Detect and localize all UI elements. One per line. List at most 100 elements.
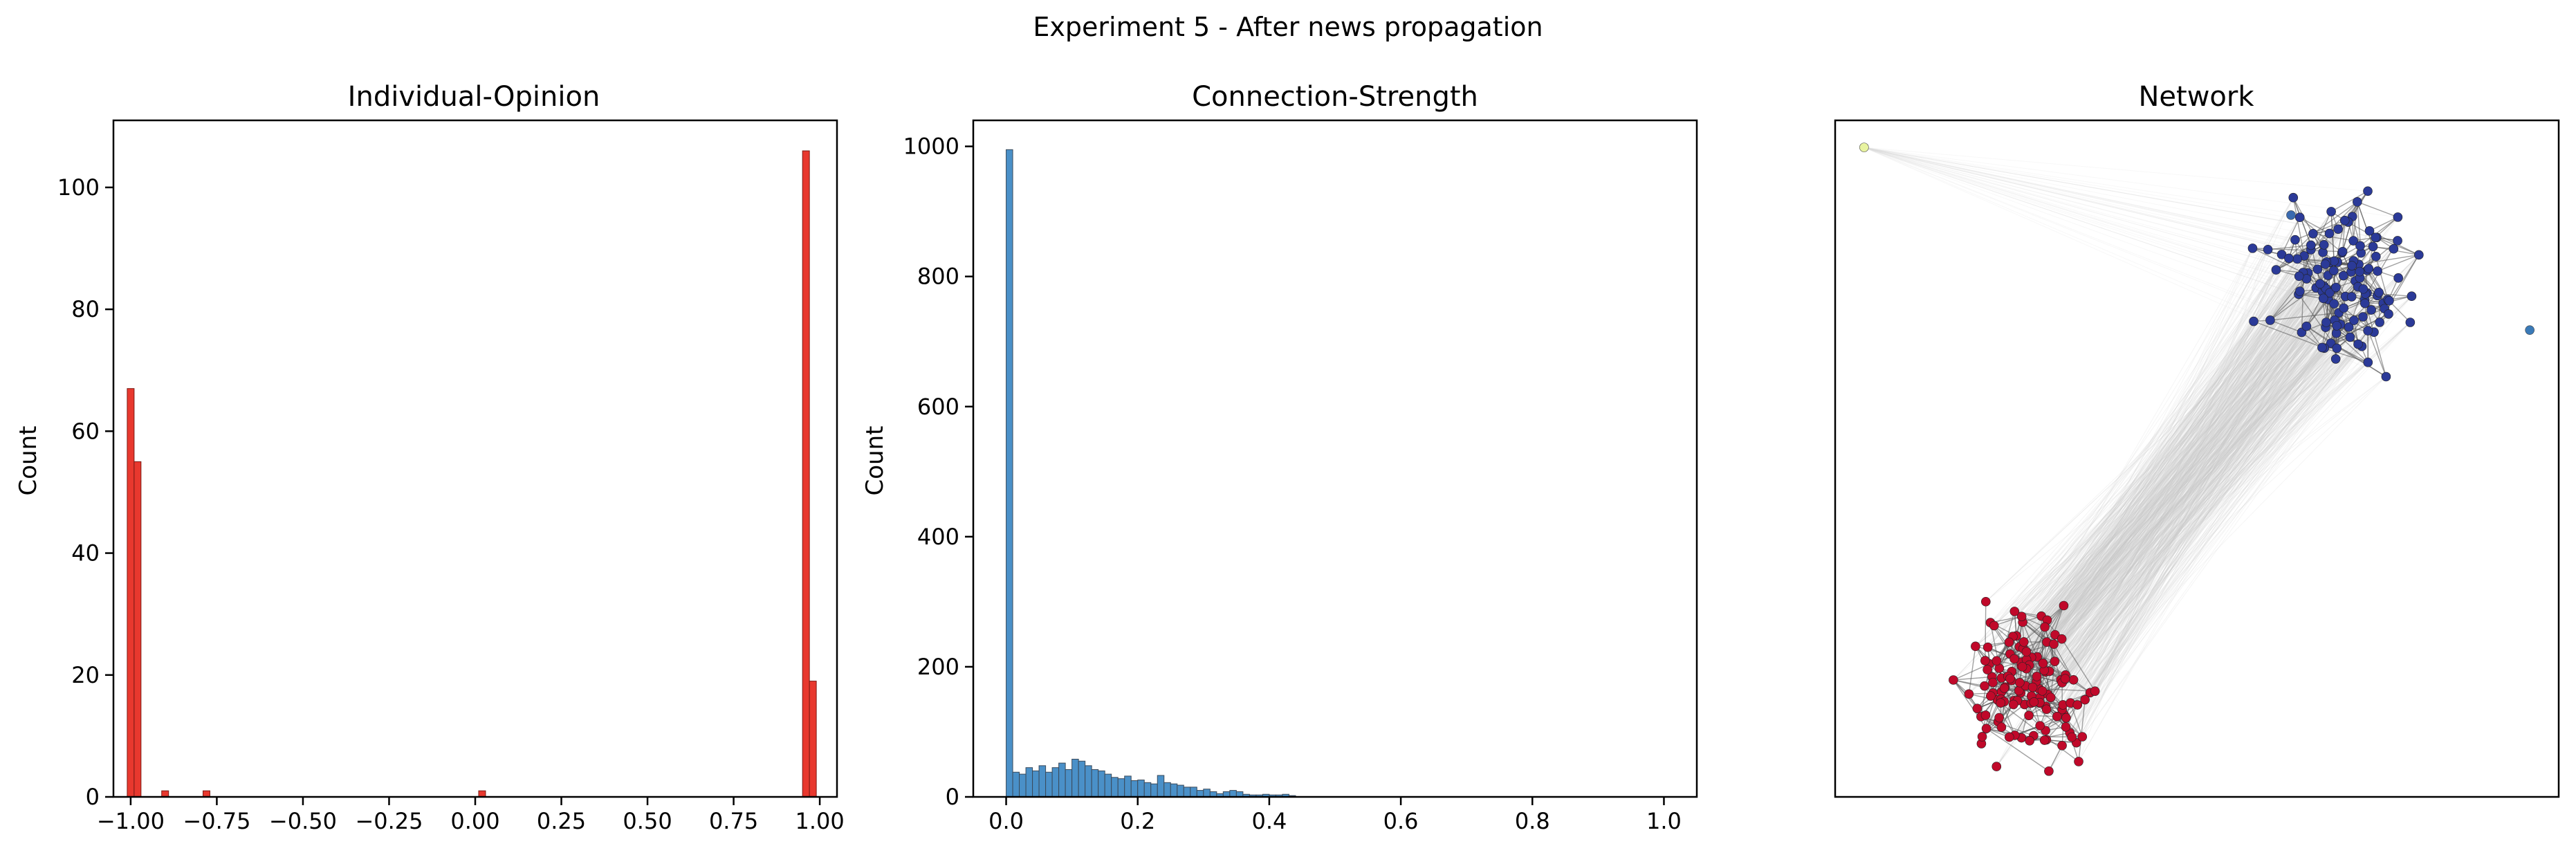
strength-bar [1117,778,1125,798]
network-frame [1834,119,2560,798]
network-edge-inter [2039,220,2346,726]
network-node [2288,192,2299,203]
network-edge-inter [2029,322,2411,742]
network-edge-inter [2070,228,2339,704]
network-edge-inter [2095,295,2412,692]
network-edge-inter [2041,245,2312,616]
network-edge-inter [2014,271,2352,612]
network-edge-inter [2019,258,2290,683]
network-edge-inter [2041,261,2335,616]
network-edge-inter [2014,245,2312,736]
strength-bar [1098,770,1105,798]
network-edge-inter [2033,299,2329,703]
network-edge-inter [1985,264,2326,661]
network-edge-inter [2021,217,2301,617]
network-edge-inter [2042,326,2307,692]
network-edge-intra [2048,745,2063,772]
network-edge-inter [2026,275,2328,660]
network-edge-inter [2005,358,2337,688]
strength-ytick-label: 400 [917,524,959,550]
network-edge-inter [2039,331,2375,699]
network-edge-intra [1953,679,1985,687]
network-edge-inter [2054,248,2253,662]
network-edge-inter [2026,326,2307,670]
network-edge-inter [1994,299,2329,626]
network-edge-inter [2022,272,2303,668]
network-edge-inter [2061,283,2321,710]
network-edge-inter [2084,269,2318,700]
network-edge-inter [2025,261,2330,686]
network-edge-inter [2043,293,2368,663]
network-edge-inter [2095,244,2325,692]
network-node [2077,732,2088,742]
network-edge-inter [2026,261,2330,670]
network-edge-inter [2065,270,2335,679]
network-node [2389,243,2399,254]
network-edge-inter [1999,376,2386,669]
network-edge-inter [2047,333,2337,695]
network-edge-inter [2019,316,2364,647]
network-edge-inter [2039,294,2299,726]
network-edge-inter [2076,249,2269,743]
network-edge-inter [2043,197,2294,664]
network-edge-inter [2014,273,2308,659]
network-edge-inter [2066,293,2368,718]
network-edge-inter [2022,296,2346,623]
network-edge-inter [2048,211,2332,771]
network-edge-inter [2034,320,2355,703]
network-edge-outlier [1864,147,2376,238]
network-node [2337,246,2348,257]
network-edge-inter [2054,276,2300,635]
network-edge-inter [2061,288,2364,683]
network-edge-inter [2033,264,2326,736]
network-edge-inter [2009,296,2346,737]
network-edge-inter [2001,239,2296,692]
network-edge-inter [2081,331,2375,737]
network-edge-inter [2042,309,2372,692]
network-edge-inter [2033,275,2344,703]
opinion-ytick-label: 80 [71,296,100,322]
network-edge-inter [2021,228,2339,738]
network-edge-inter [2025,298,2324,686]
network-edge-outlier [1864,147,2376,257]
network-edge-intra [1953,676,1992,681]
network-edge-intra [2270,283,2321,321]
network-outlier-node [1859,142,1869,152]
network-edge-inter [1997,264,2359,701]
network-edge-inter [2045,320,2271,740]
network-edge-inter [1975,291,2301,647]
network-edge-intra [2281,217,2301,255]
network-node [2330,354,2341,364]
network-edge-inter [2001,299,2389,728]
network-edge-inter [1985,286,2325,603]
network-edge-inter [2045,269,2276,731]
strength-bar [1065,769,1073,798]
network-edge-outlier [1864,147,2398,218]
network-node [2331,282,2341,293]
network-edge-inter [2014,280,2356,659]
network-edge-inter [2065,316,2364,679]
network-edge-inter [2000,246,2361,700]
network-edge-inter [2065,300,2390,679]
network-edge-inter [2014,344,2359,736]
network-edge-inter [2016,327,2350,636]
network-node [2060,674,2070,683]
network-edge-inter [2026,299,2389,652]
network-edge-inter [2069,271,2352,733]
network-node [1981,724,1991,733]
network-node [2320,259,2330,269]
network-edge-inter [2019,261,2327,647]
network-edge-inter [2053,288,2336,645]
network-edge-inter [2050,275,2344,698]
network-edge-inter [2048,347,2325,772]
network-edge-inter [2076,230,2370,743]
network-edge-inter [2066,216,2353,718]
network-edge-inter [2036,268,2369,677]
network-edge-inter [2031,376,2386,658]
network-node [1982,665,1992,674]
network-edge-outlier [1864,147,2308,273]
network-edge-inter [2050,228,2339,698]
network-node [2344,322,2354,332]
network-edge-inter [2060,295,2378,681]
network-edge-inter [1975,190,2368,647]
